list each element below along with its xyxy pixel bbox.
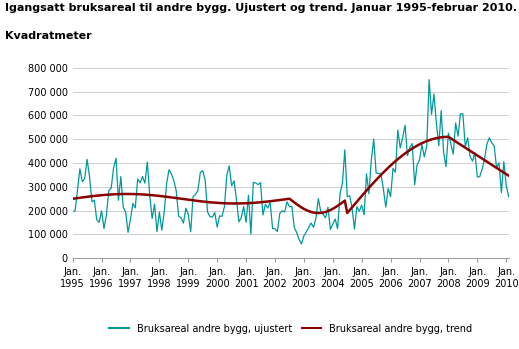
Bruksareal andre bygg, ujustert: [245, 193, 252, 197]
Bruksareal andre bygg, trend: [289, 199, 295, 203]
Bruksareal andre bygg, ujustert: [506, 194, 512, 199]
Bruksareal andre bygg, trend: [214, 201, 220, 205]
Bruksareal andre bygg, ujustert: [351, 227, 358, 231]
Bruksareal andre bygg, ujustert: [214, 225, 220, 229]
Bruksareal andre bygg, trend: [351, 202, 358, 207]
Text: Igangsatt bruksareal til andre bygg. Ujustert og trend. Januar 1995-februar 2010: Igangsatt bruksareal til andre bygg. Uju…: [5, 3, 517, 14]
Bruksareal andre bygg, trend: [286, 196, 293, 201]
Bruksareal andre bygg, trend: [267, 199, 274, 203]
Bruksareal andre bygg, trend: [70, 196, 76, 201]
Bruksareal andre bygg, ujustert: [267, 200, 274, 204]
Legend: Bruksareal andre bygg, ujustert, Bruksareal andre bygg, trend: Bruksareal andre bygg, ujustert, Bruksar…: [105, 320, 476, 337]
Bruksareal andre bygg, trend: [445, 135, 452, 139]
Line: Bruksareal andre bygg, trend: Bruksareal andre bygg, trend: [73, 137, 509, 213]
Bruksareal andre bygg, trend: [506, 173, 512, 178]
Bruksareal andre bygg, ujustert: [426, 77, 432, 82]
Bruksareal andre bygg, ujustert: [298, 242, 305, 246]
Text: Kvadratmeter: Kvadratmeter: [5, 31, 92, 42]
Bruksareal andre bygg, ujustert: [286, 205, 293, 209]
Line: Bruksareal andre bygg, ujustert: Bruksareal andre bygg, ujustert: [73, 80, 509, 244]
Bruksareal andre bygg, trend: [245, 201, 252, 205]
Bruksareal andre bygg, ujustert: [70, 209, 76, 214]
Bruksareal andre bygg, trend: [315, 211, 321, 215]
Bruksareal andre bygg, ujustert: [289, 204, 295, 208]
